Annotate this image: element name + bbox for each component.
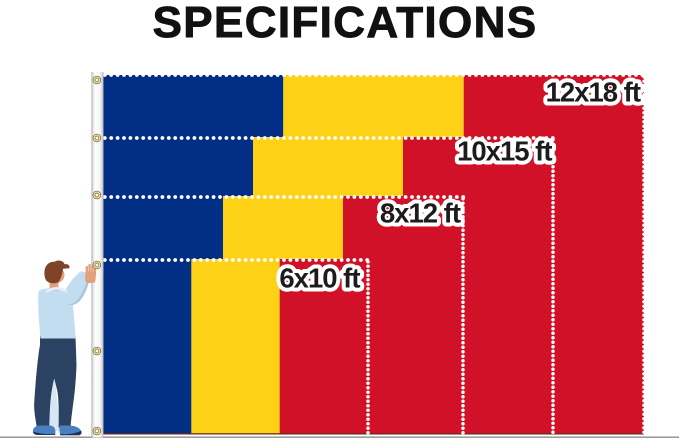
svg-text:10x15 ft: 10x15 ft: [457, 136, 552, 167]
svg-text:SPECIFICATIONS: SPECIFICATIONS: [153, 0, 538, 47]
svg-text:6x10 ft: 6x10 ft: [279, 263, 360, 294]
svg-text:12x18 ft: 12x18 ft: [546, 77, 641, 108]
svg-text:8x12 ft: 8x12 ft: [380, 198, 461, 229]
